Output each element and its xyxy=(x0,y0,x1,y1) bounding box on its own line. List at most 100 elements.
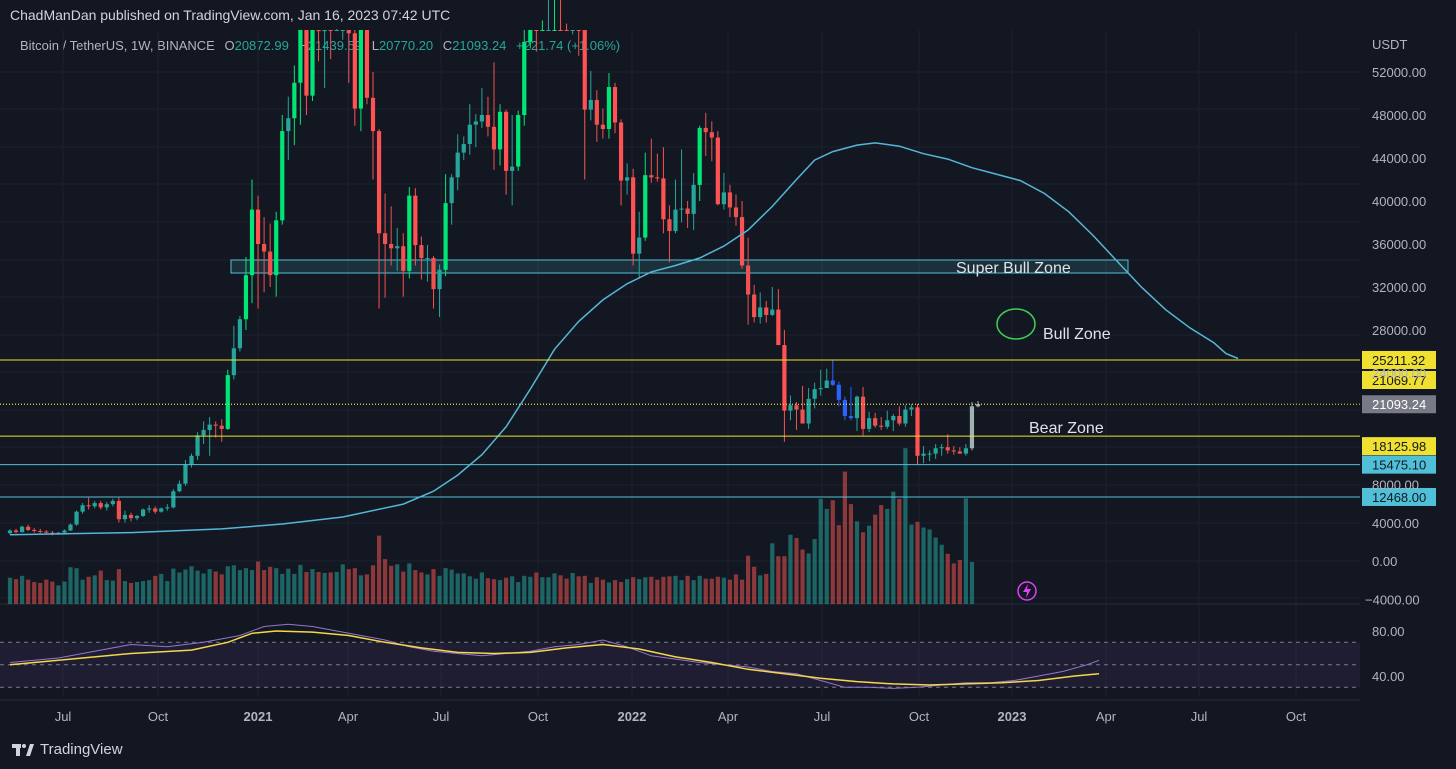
candle-body xyxy=(540,30,545,31)
candle-body xyxy=(879,425,884,427)
volume-bar xyxy=(709,578,714,604)
volume-bar xyxy=(582,575,587,604)
candle-body xyxy=(98,503,103,508)
candle-body xyxy=(951,450,956,452)
volume-bar xyxy=(431,569,436,604)
volume-bar xyxy=(340,564,345,604)
candle-body xyxy=(891,416,896,421)
time-axis-label: Oct xyxy=(148,709,169,724)
candle-body xyxy=(510,166,515,171)
volume-bar xyxy=(401,571,406,604)
volume-bar xyxy=(243,568,249,604)
time-axis-label: Oct xyxy=(1286,709,1307,724)
candle-body xyxy=(909,407,914,410)
candle-body xyxy=(310,30,315,96)
candle-body xyxy=(679,208,684,210)
volume-bar xyxy=(504,577,509,604)
candle-body xyxy=(425,257,430,259)
candle-body xyxy=(237,319,242,349)
volume-bar xyxy=(479,572,484,604)
volume-bar xyxy=(74,568,79,604)
volume-bar xyxy=(637,579,642,604)
volume-bar xyxy=(691,580,696,604)
volume-bar xyxy=(951,563,956,604)
volume-bar xyxy=(824,508,829,604)
volume-bar xyxy=(147,580,152,604)
candle-body xyxy=(673,209,678,232)
volume-bar xyxy=(528,576,533,604)
candle-body xyxy=(225,375,230,429)
volume-bar xyxy=(957,560,962,604)
candle-body xyxy=(231,348,236,376)
bull-zone-label: Bull Zone xyxy=(1043,326,1111,343)
candle-body xyxy=(207,424,212,430)
volume-bar xyxy=(122,581,128,604)
volume-bar xyxy=(407,563,412,604)
candle-body xyxy=(806,398,811,424)
price-tick-label: 24000.00 xyxy=(1372,366,1426,381)
level-price-label-bg xyxy=(1362,487,1436,506)
volume-bar xyxy=(661,576,666,604)
volume-bar xyxy=(50,581,55,604)
candle-body xyxy=(177,483,182,492)
volume-bar xyxy=(891,491,896,604)
candle-body xyxy=(407,195,412,271)
candle-body xyxy=(582,30,587,110)
price-chart[interactable]: Super Bull Zone Bull Zone Bear Zone 25211.… xyxy=(0,0,1456,733)
super-bull-zone-label: Super Bull Zone xyxy=(956,260,1071,277)
volume-bar xyxy=(727,579,733,604)
candle-body xyxy=(165,507,170,509)
tradingview-logo[interactable]: TradingView xyxy=(12,741,123,758)
volume-bar xyxy=(159,573,164,604)
volume-bar xyxy=(153,575,158,604)
volume-bar xyxy=(13,579,19,604)
level-price-label-bg xyxy=(1362,395,1436,414)
candle-body xyxy=(860,396,866,429)
volume-bar xyxy=(612,580,618,604)
candle-body xyxy=(497,111,503,150)
volume-bar xyxy=(600,579,605,604)
volume-bar xyxy=(201,573,206,604)
volume-bar xyxy=(497,580,503,604)
lightning-icon xyxy=(1017,581,1037,601)
volume-bar xyxy=(945,553,950,604)
volume-bar xyxy=(546,577,551,604)
volume-bar xyxy=(20,575,25,604)
candle-body xyxy=(643,175,648,238)
candle-body xyxy=(274,220,279,276)
volume-bar xyxy=(413,570,418,604)
volume-bar xyxy=(733,574,739,604)
level-price-label: 25211.32 xyxy=(1372,353,1425,368)
open-value: 20872.99 xyxy=(234,38,289,53)
candle-body xyxy=(788,405,793,411)
volume-bar xyxy=(116,569,121,604)
price-tick-label: 32000.00 xyxy=(1372,280,1426,295)
volume-bar xyxy=(564,578,569,604)
volume-bar xyxy=(667,576,672,604)
volume-bar xyxy=(213,571,218,604)
price-tick-label: 44000.00 xyxy=(1372,151,1426,166)
candle-body xyxy=(824,380,829,389)
volume-bar xyxy=(606,582,612,604)
time-axis-label: Jul xyxy=(55,709,72,724)
level-price-label: 21069.77 xyxy=(1372,373,1426,388)
candle-body xyxy=(262,244,267,252)
volume-bar xyxy=(867,525,872,604)
candle-body xyxy=(685,208,690,214)
candle-body xyxy=(455,152,460,178)
volume-bar xyxy=(56,585,61,604)
close-value: 21093.24 xyxy=(452,38,507,53)
volume-bar xyxy=(322,572,327,604)
volume-bar xyxy=(485,578,491,604)
lightning-icon xyxy=(1023,584,1031,598)
candle-body xyxy=(110,500,115,505)
candle-body xyxy=(969,406,975,449)
volume-bar xyxy=(897,498,902,604)
candle-body xyxy=(358,30,363,109)
volume-bar xyxy=(286,568,291,604)
candle-body xyxy=(443,203,448,270)
candle-body xyxy=(80,505,85,512)
candle-body xyxy=(697,127,702,185)
volume-bar xyxy=(177,572,182,604)
candle-body xyxy=(830,380,835,385)
